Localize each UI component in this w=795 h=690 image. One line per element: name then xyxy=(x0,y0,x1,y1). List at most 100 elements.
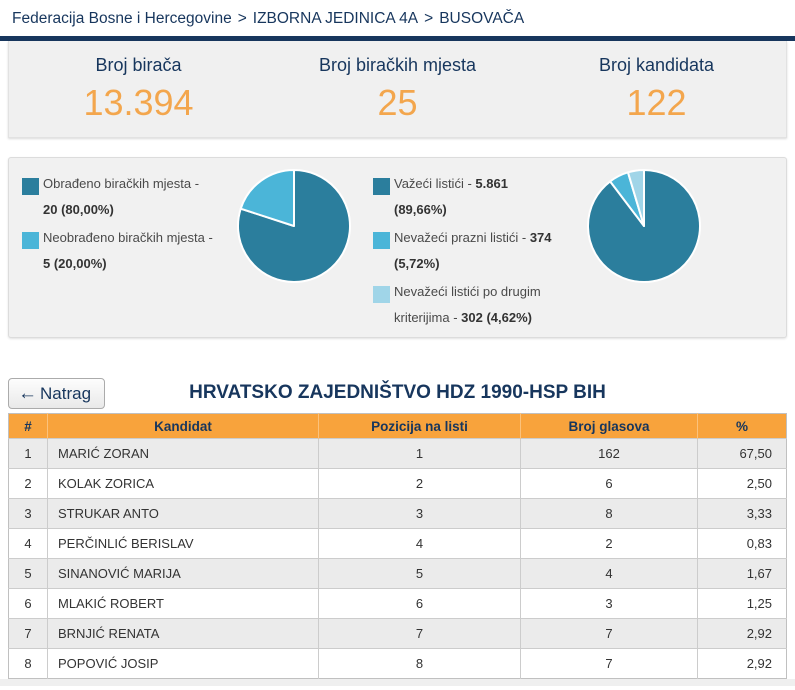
list-position-cell: 2 xyxy=(318,468,521,499)
percent-cell: 2,92 xyxy=(697,618,787,649)
stat-label: Broj biračkih mjesta xyxy=(318,54,477,75)
candidate-cell: MLAKIĆ ROBERT xyxy=(47,588,319,619)
legend-label: Nevažeći prazni listići - 374 (5,72%) xyxy=(394,230,552,271)
votes-cell: 6 xyxy=(520,468,698,499)
percent-cell: 2,50 xyxy=(697,468,787,499)
pie-chart-ballots xyxy=(584,166,704,337)
percent-cell: 0,83 xyxy=(697,528,787,559)
stat-value: 122 xyxy=(626,81,687,123)
table-row: 6 MLAKIĆ ROBERT 6 3 1,25 xyxy=(8,588,787,619)
table-header-cell: Broj glasova xyxy=(520,413,698,439)
footer-strip xyxy=(0,679,795,686)
stat-box: Broj biračkih mjesta 25 xyxy=(268,55,527,124)
legend-item: Nevažeći listići po drugim kriterijima - … xyxy=(373,279,579,331)
legend-label: Obrađeno biračkih mjesta -20 (80,00%) xyxy=(43,176,200,217)
list-position-cell: 4 xyxy=(318,528,521,559)
party-title: HRVATSKO ZAJEDNIŠTVO HDZ 1990-HSP BIH xyxy=(189,382,606,403)
legend-item: Nevažeći prazni listići - 374 (5,72%) xyxy=(373,225,579,277)
stat-value: 13.394 xyxy=(83,81,194,123)
legend-processed-stations: Obrađeno biračkih mjesta -20 (80,00%) Neo… xyxy=(22,158,234,337)
stat-box: Broj kandidata 122 xyxy=(527,55,786,124)
votes-cell: 162 xyxy=(520,438,698,469)
stat-value: 25 xyxy=(377,81,418,123)
legend-color-swatch xyxy=(22,232,39,249)
back-button[interactable]: ← Natrag xyxy=(8,378,106,409)
legend-item: Obrađeno biračkih mjesta -20 (80,00%) xyxy=(22,171,234,223)
table-row: 8 POPOVIĆ JOSIP 8 7 2,92 xyxy=(8,648,787,679)
votes-cell: 7 xyxy=(520,648,698,679)
table-header-cell: Kandidat xyxy=(47,413,319,439)
stats-panel: Broj birača 13.394 Broj biračkih mjesta 25 B… xyxy=(8,41,787,138)
votes-cell: 3 xyxy=(520,588,698,619)
table-row: 5 SINANOVIĆ MARIJA 5 4 1,67 xyxy=(8,558,787,589)
action-row: ← Natrag HRVATSKO ZAJEDNIŠTVO HDZ 1990-H… xyxy=(8,371,787,411)
legend-color-swatch xyxy=(22,178,39,195)
row-number-cell: 1 xyxy=(8,438,48,469)
breadcrumb-item[interactable]: Federacija Bosne i Hercegovine xyxy=(12,10,232,27)
table-row: 3 STRUKAR ANTO 3 8 3,33 xyxy=(8,498,787,529)
pie-slice xyxy=(239,169,295,227)
stat-label: Broj birača xyxy=(95,54,182,75)
table-row: 1 MARIĆ ZORAN 1 162 67,50 xyxy=(8,438,787,469)
votes-cell: 7 xyxy=(520,618,698,649)
row-number-cell: 7 xyxy=(8,618,48,649)
votes-cell: 2 xyxy=(520,528,698,559)
table-header-row: # Kandidat Pozicija na listi Broj glasova% xyxy=(8,413,787,439)
percent-cell: 1,67 xyxy=(697,558,787,589)
stat-label: Broj kandidata xyxy=(598,54,715,75)
legend-color-swatch xyxy=(373,178,390,195)
row-number-cell: 5 xyxy=(8,558,48,589)
breadcrumb-separator: > xyxy=(237,10,247,27)
table-row: 4 PERČINLIĆ BERISLAV 4 2 0,83 xyxy=(8,528,787,559)
stat-box: Broj birača 13.394 xyxy=(9,55,268,124)
candidate-cell: PERČINLIĆ BERISLAV xyxy=(47,528,319,559)
percent-cell: 1,25 xyxy=(697,588,787,619)
table-header-cell: Pozicija na listi xyxy=(318,413,521,439)
percent-cell: 2,92 xyxy=(697,648,787,679)
candidate-cell: MARIĆ ZORAN xyxy=(47,438,319,469)
legend-label: Neobrađeno biračkih mjesta -5 (20,00%) xyxy=(43,230,213,271)
breadcrumb-bar: Federacija Bosne i Hercegovine > IZBORNA J… xyxy=(0,0,795,41)
legend-item: Važeći listići - 5.861 (89,66%) xyxy=(373,171,579,223)
arrow-left-icon: ← xyxy=(18,383,37,404)
list-position-cell: 3 xyxy=(318,498,521,529)
breadcrumb-item[interactable]: BUSOVAČA xyxy=(439,10,525,27)
legend-label: Nevažeći listići po drugim kriterijima - … xyxy=(394,284,541,325)
pie-slice xyxy=(626,168,645,227)
legend-ballots: Važeći listići - 5.861 (89,66%) Nevažeći p… xyxy=(373,158,579,337)
candidate-cell: POPOVIĆ JOSIP xyxy=(47,648,319,679)
candidate-results-table: # Kandidat Pozicija na listi Broj glasova% … xyxy=(8,413,787,679)
pie-slice xyxy=(237,169,351,283)
breadcrumb-item[interactable]: IZBORNA JEDINICA 4A xyxy=(252,10,419,27)
votes-cell: 4 xyxy=(520,558,698,589)
list-position-cell: 1 xyxy=(318,438,521,469)
charts-panel: Obrađeno biračkih mjesta -20 (80,00%) Neo… xyxy=(8,157,787,338)
row-number-cell: 3 xyxy=(8,498,48,529)
votes-cell: 8 xyxy=(520,498,698,529)
table-row: 7 BRNJIĆ RENATA 7 7 2,92 xyxy=(8,618,787,649)
row-number-cell: 4 xyxy=(8,528,48,559)
candidate-cell: BRNJIĆ RENATA xyxy=(47,618,319,649)
table-header-cell: # xyxy=(8,413,48,439)
legend-label: Važeći listići - 5.861 (89,66%) xyxy=(394,176,508,217)
legend-color-swatch xyxy=(373,232,390,249)
row-number-cell: 2 xyxy=(8,468,48,499)
list-position-cell: 7 xyxy=(318,618,521,649)
list-position-cell: 5 xyxy=(318,558,521,589)
row-number-cell: 8 xyxy=(8,648,48,679)
percent-cell: 67,50 xyxy=(697,438,787,469)
pie-chart-processed-stations xyxy=(234,166,354,337)
list-position-cell: 6 xyxy=(318,588,521,619)
candidate-cell: STRUKAR ANTO xyxy=(47,498,319,529)
breadcrumb-separator: > xyxy=(424,10,434,27)
candidate-cell: SINANOVIĆ MARIJA xyxy=(47,558,319,589)
candidate-cell: KOLAK ZORICA xyxy=(47,468,319,499)
list-position-cell: 8 xyxy=(318,648,521,679)
back-button-label: Natrag xyxy=(40,383,92,403)
table-header-cell: % xyxy=(697,413,787,439)
breadcrumb: Federacija Bosne i Hercegovine > IZBORNA J… xyxy=(12,10,524,28)
row-number-cell: 6 xyxy=(8,588,48,619)
percent-cell: 3,33 xyxy=(697,498,787,529)
table-row: 2 KOLAK ZORICA 2 6 2,50 xyxy=(8,468,787,499)
legend-item: Neobrađeno biračkih mjesta -5 (20,00%) xyxy=(22,225,234,277)
